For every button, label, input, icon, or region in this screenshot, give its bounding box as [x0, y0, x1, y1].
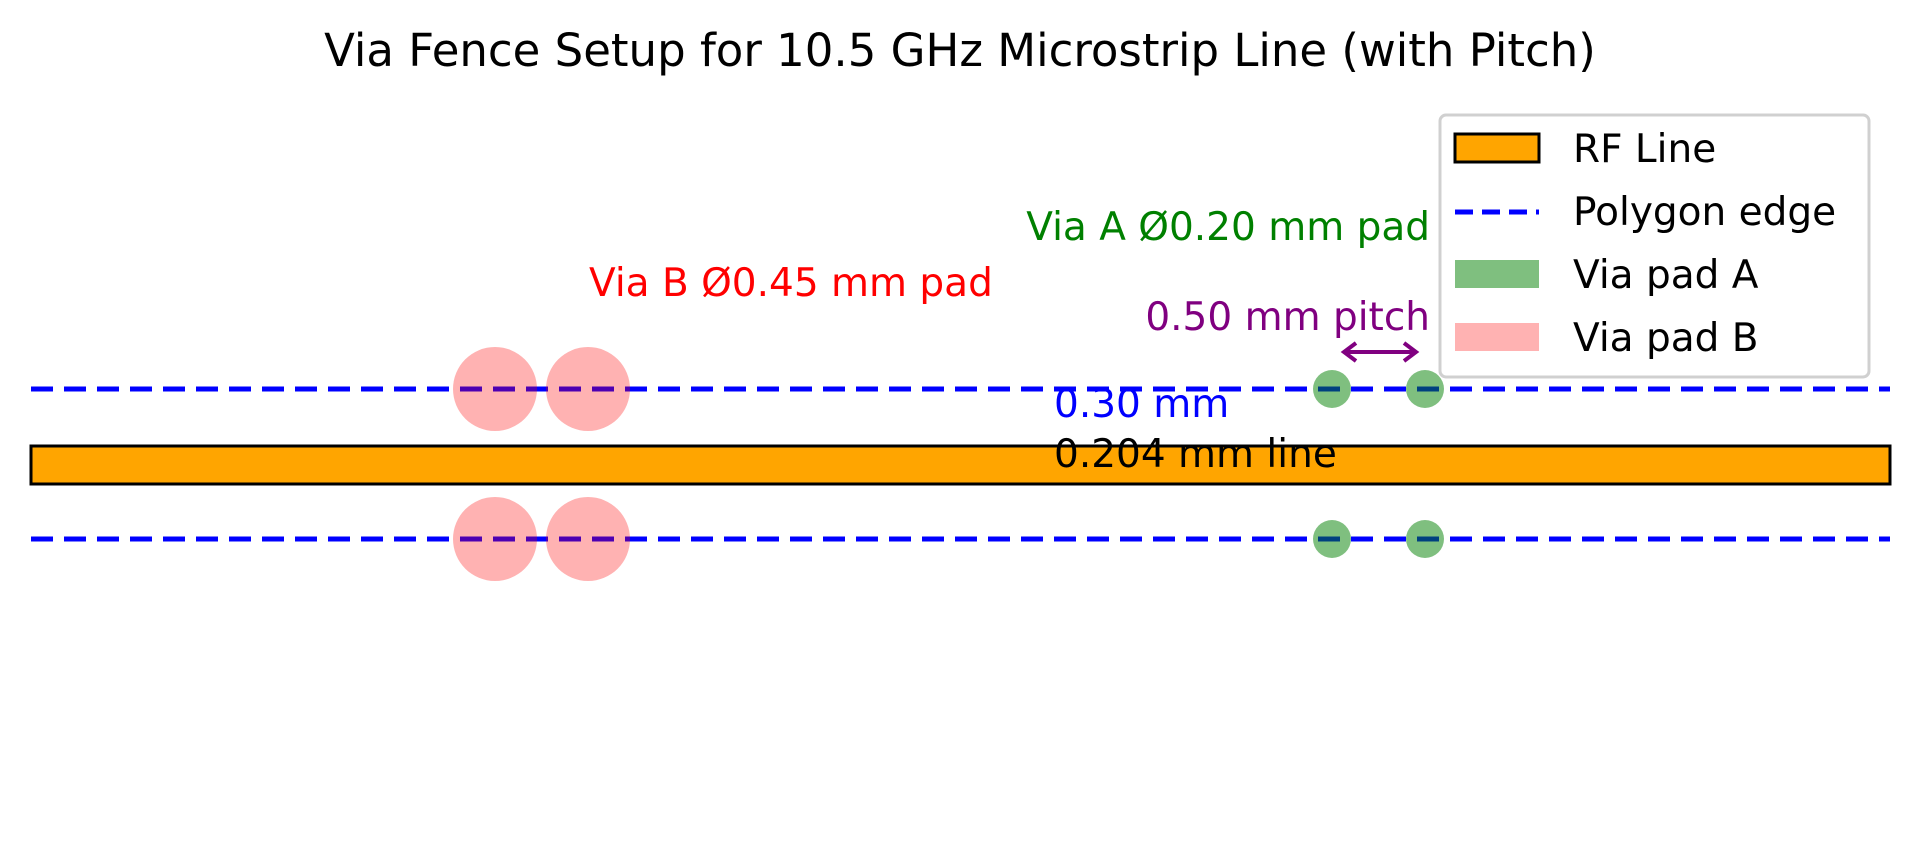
legend-swatch-via-pad-a	[1455, 260, 1539, 288]
via-pad-a	[1313, 520, 1351, 558]
legend-swatch-via-pad-b	[1455, 323, 1539, 351]
gap-label: 0.30 mm	[1054, 382, 1229, 427]
legend-label-polygon-edge: Polygon edge	[1573, 190, 1836, 235]
rf-line	[29, 444, 1892, 486]
legend-label-via-pad-b: Via pad B	[1573, 316, 1759, 361]
via-pad-b	[453, 497, 537, 581]
via-pad-b	[453, 347, 537, 431]
legend-label-rf-line: RF Line	[1573, 127, 1716, 172]
via-pad-b	[546, 497, 630, 581]
via-pad-b	[546, 347, 630, 431]
via-pad-a	[1406, 520, 1444, 558]
pitch-label: 0.50 mm pitch	[1145, 295, 1430, 340]
diagram-title: Via Fence Setup for 10.5 GHz Microstrip …	[324, 24, 1596, 77]
via-b-label: Via B Ø0.45 mm pad	[589, 261, 993, 306]
legend-swatch-rf-line	[1453, 132, 1541, 164]
legend-frame	[1438, 113, 1871, 379]
line-width-label: 0.204 mm line	[1054, 432, 1337, 477]
pitch-arrow-icon	[1340, 341, 1420, 363]
via-pad-a	[1313, 370, 1351, 408]
legend-label-via-pad-a: Via pad A	[1573, 253, 1759, 298]
via-a-label: Via A Ø0.20 mm pad	[1026, 205, 1430, 250]
via-pad-a	[1406, 370, 1444, 408]
legend: RF Line Polygon edge Via pad A Via pad B	[1438, 113, 1871, 379]
